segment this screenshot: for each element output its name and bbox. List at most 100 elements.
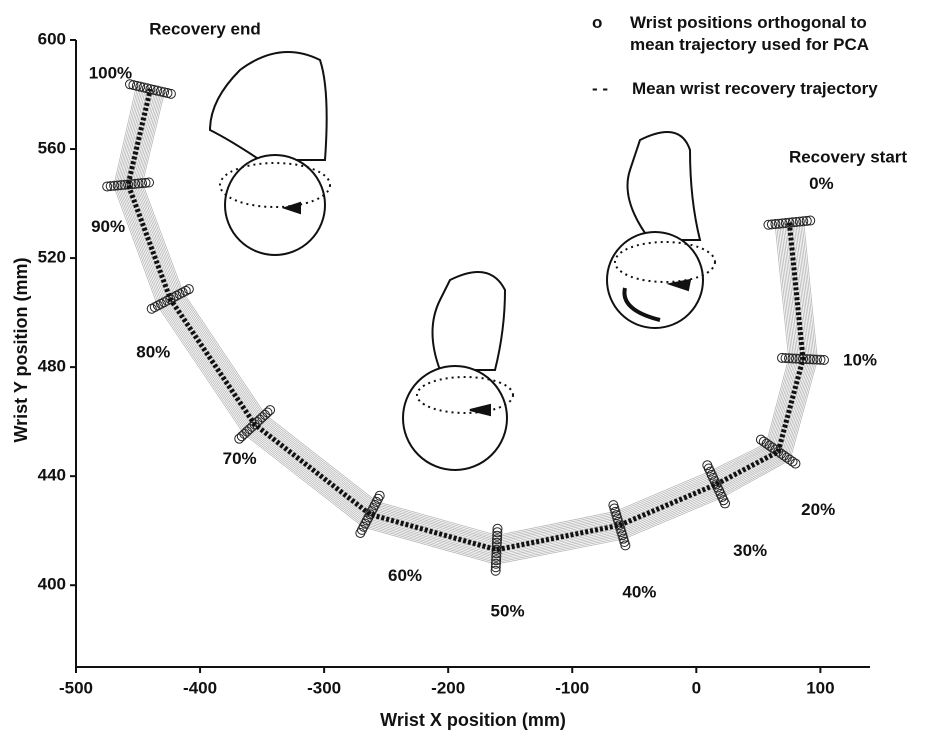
wrist-position-marker — [777, 218, 788, 229]
wrist-position-marker — [702, 460, 713, 471]
wrist-position-marker — [126, 179, 137, 190]
x-tick-label: -400 — [183, 678, 217, 697]
y-tick-label: 560 — [38, 139, 66, 158]
wrist-position-marker — [155, 86, 166, 97]
individual-trajectory — [142, 92, 790, 536]
wrist-position-marker — [780, 353, 791, 364]
percent-label: 30% — [733, 541, 767, 560]
wrist-position-marker — [177, 287, 188, 298]
wrist-position-marker — [787, 353, 798, 364]
wrist-position-marker — [798, 216, 809, 227]
x-tick-label: -200 — [431, 678, 465, 697]
wrist-position-marker — [152, 300, 163, 311]
percent-label: 20% — [801, 500, 835, 519]
wrist-position-marker — [262, 407, 273, 418]
wrist-position-marker — [124, 79, 135, 90]
wrist-position-marker — [763, 219, 774, 230]
wrist-position-marker — [811, 354, 822, 365]
wrist-position-marker — [794, 216, 805, 227]
percent-label: 10% — [843, 350, 877, 369]
annotation: Recovery start — [789, 147, 907, 166]
x-axis-label: Wrist X position (mm) — [380, 710, 566, 730]
wrist-position-marker — [491, 541, 502, 552]
y-tick-label: 600 — [38, 29, 66, 48]
wrist-position-marker — [144, 177, 155, 188]
x-tick-label: 0 — [692, 678, 701, 697]
wrist-position-marker — [234, 433, 245, 444]
wrist-position-marker — [140, 177, 151, 188]
wrist-position-marker — [491, 548, 502, 559]
y-tick-label: 400 — [38, 575, 66, 594]
wrist-position-marker — [146, 303, 157, 314]
wrist-position-marker — [102, 181, 113, 192]
legend-text: Wrist positions orthogonal to mean traje… — [630, 13, 870, 54]
wrist-position-marker — [801, 215, 812, 226]
wrist-position-marker — [770, 219, 781, 230]
percent-label: 40% — [622, 583, 656, 602]
wrist-position-marker — [490, 562, 501, 573]
y-tick-label: 440 — [38, 466, 66, 485]
wrist-position-marker — [491, 551, 502, 562]
legend-marker: - - — [592, 79, 609, 98]
wrist-position-marker — [777, 352, 788, 363]
legend-entry: o Wrist positions orthogonal to mean tra… — [592, 12, 941, 56]
wrist-position-marker — [787, 217, 798, 228]
wrist-position-marker — [112, 180, 123, 191]
x-tick-label: 100 — [806, 678, 834, 697]
annotation: Recovery end — [149, 19, 261, 38]
wrist-position-marker — [105, 181, 116, 192]
wrist-position-marker — [491, 555, 502, 566]
wrist-position-marker — [137, 178, 148, 189]
wrist-position-marker — [236, 431, 247, 442]
mean-trajectory — [125, 88, 806, 553]
wrist-position-marker — [766, 219, 777, 230]
legend-marker: o — [592, 13, 603, 32]
wrist-position-marker — [818, 354, 829, 365]
individual-trajectory — [113, 85, 818, 565]
wrist-position-marker — [755, 434, 766, 445]
wrist-position-marker — [159, 87, 170, 98]
wrist-position-marker — [152, 85, 163, 96]
wrist-position-marker — [490, 558, 501, 569]
percent-label: 90% — [91, 217, 125, 236]
wrist-position-marker — [149, 302, 160, 313]
y-axis-label: Wrist Y position (mm) — [11, 257, 31, 442]
wrist-position-marker — [815, 354, 826, 365]
wrist-position-marker — [109, 180, 120, 191]
wrist-position-marker — [116, 180, 127, 191]
wrist-position-marker — [162, 88, 173, 99]
legend-entry: - - Mean wrist recovery trajectory — [592, 78, 941, 100]
y-tick-label: 480 — [38, 357, 66, 376]
wrist-position-marker — [133, 178, 144, 189]
illustrations — [208, 51, 716, 471]
x-tick-label: -100 — [555, 678, 589, 697]
wrist-position-marker — [758, 436, 769, 447]
wrist-position-marker — [168, 292, 179, 303]
wrist-position-marker — [490, 565, 501, 576]
x-tick-label: -500 — [59, 678, 93, 697]
wrist-position-marker — [131, 80, 142, 91]
y-tick-label: 520 — [38, 248, 66, 267]
percent-label: 50% — [491, 601, 525, 620]
percent-label: 60% — [388, 566, 422, 585]
percent-label: 70% — [223, 449, 257, 468]
wrist-position-marker — [174, 289, 185, 300]
percent-label: 0% — [809, 174, 834, 193]
wrist-position-marker — [784, 353, 795, 364]
wrist-position-marker — [492, 530, 503, 541]
wrist-position-marker — [159, 297, 170, 308]
percent-label: 80% — [136, 342, 170, 361]
percent-label: 100% — [89, 64, 132, 83]
wrist-position-marker — [156, 298, 167, 309]
wrist-position-marker — [128, 80, 139, 91]
wrist-position-marker — [492, 534, 503, 545]
wrist-position-marker — [171, 290, 182, 301]
wrist-position-marker — [808, 354, 819, 365]
wrist-position-marker — [784, 217, 795, 228]
wrist-position-marker — [135, 81, 146, 92]
wrist-position-marker — [773, 218, 784, 229]
x-tick-label: -300 — [307, 678, 341, 697]
individual-trajectory — [130, 89, 801, 547]
